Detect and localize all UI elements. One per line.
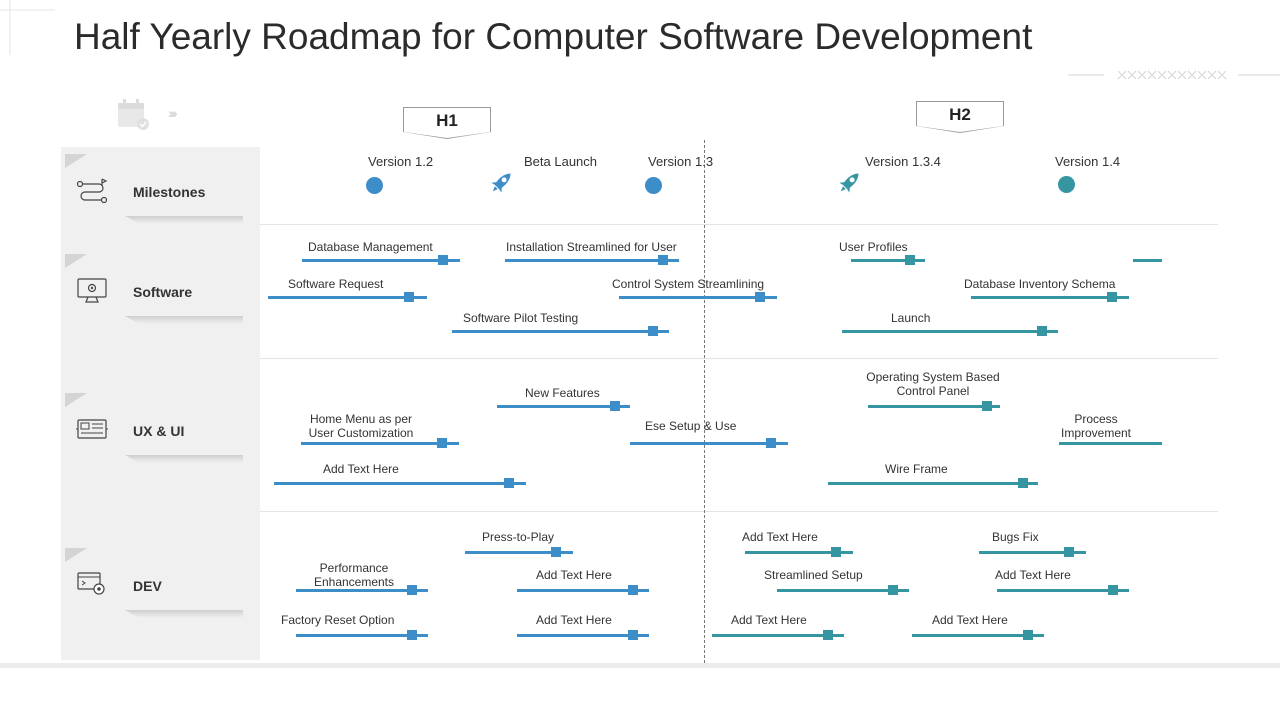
task-label: Add Text Here: [536, 613, 612, 627]
ui-layout-icon: [76, 419, 108, 439]
task-label: Database Management: [308, 240, 433, 254]
task-label: Operating System Based Control Panel: [858, 370, 1008, 398]
task-bar: [971, 292, 1129, 302]
milestone-dot: [366, 177, 383, 194]
task-bar: [296, 585, 428, 595]
task-bar: [997, 585, 1129, 595]
task-label-line: Operating System Based: [866, 370, 1000, 384]
row-divider: [260, 358, 1218, 359]
task-bar: [1133, 259, 1162, 262]
task-label: User Profiles: [839, 240, 908, 254]
task-bar: [979, 547, 1086, 557]
task-bar: [268, 292, 427, 302]
milestone-dot: [1058, 176, 1075, 193]
task-label: Bugs Fix: [992, 530, 1039, 544]
task-label: Add Text Here: [323, 462, 399, 476]
task-label: Add Text Here: [536, 568, 612, 582]
task-bar: [777, 585, 909, 595]
task-label: Installation Streamlined for User: [506, 240, 677, 254]
monitor-gear-icon: [77, 278, 107, 303]
category-label: Milestones: [133, 184, 206, 200]
milestone-label: Beta Launch: [524, 154, 598, 169]
task-label: Streamlined Setup: [764, 568, 863, 582]
category-dev: DEV: [61, 548, 260, 618]
task-bar: [465, 547, 573, 557]
task-label-line: Process: [1074, 412, 1118, 426]
task-label: Software Pilot Testing: [463, 311, 579, 325]
task-label: Performance Enhancements: [298, 561, 410, 589]
bottom-strip: [0, 663, 1280, 668]
h2-header: H2: [916, 101, 1004, 133]
category-label: Software: [133, 284, 193, 300]
task-label: Home Menu as per User Customization: [301, 412, 421, 440]
task-label: Add Text Here: [742, 530, 818, 544]
task-bar: [868, 401, 1000, 411]
category-panel: [61, 147, 260, 660]
task-label: Add Text Here: [995, 568, 1071, 582]
calendar-icon: [118, 99, 149, 130]
task-bar: [517, 630, 649, 640]
chevrons-icon: ››››: [168, 105, 178, 121]
task-label: Control System Streamlining: [612, 277, 765, 291]
rocket-icon: [839, 173, 859, 193]
task-label: Ese Setup & Use: [645, 419, 737, 433]
task-bar: [301, 438, 459, 448]
milestone-dot: [645, 177, 662, 194]
milestone-label: Version 1.2: [368, 154, 434, 169]
task-bar: [1059, 442, 1162, 445]
task-bar: [296, 630, 428, 640]
task-label-line: Performance: [319, 561, 389, 575]
task-bar: [842, 326, 1058, 336]
task-bar: [274, 478, 526, 488]
milestone-label: Version 1.4: [1055, 154, 1121, 169]
task-label: New Features: [525, 386, 600, 400]
task-label: Factory Reset Option: [281, 613, 395, 627]
task-label: Process Improvement: [1050, 412, 1142, 440]
category-milestones: Milestones: [61, 154, 260, 224]
mid-year-divider: [704, 140, 705, 668]
milestone-label: Version 1.3.4: [865, 154, 941, 169]
task-label: Launch: [891, 311, 931, 325]
task-label-line: User Customization: [308, 426, 414, 440]
corner-decoration: [0, 0, 55, 55]
task-bar: [851, 255, 925, 265]
task-label-line: Enhancements: [313, 575, 395, 589]
category-software: Software: [61, 254, 260, 324]
category-label: UX & UI: [133, 423, 185, 439]
task-label-line: Improvement: [1060, 426, 1132, 440]
task-label: Add Text Here: [731, 613, 807, 627]
route-icon: [76, 178, 108, 204]
task-label: Press-to-Play: [482, 530, 555, 544]
task-bar: [517, 585, 649, 595]
task-bar: [505, 255, 679, 265]
milestone-label: Version 1.3: [648, 154, 714, 169]
rocket-icon: [491, 173, 511, 193]
task-label: Database Inventory Schema: [964, 277, 1116, 291]
category-ux-ui: UX & UI: [61, 393, 260, 463]
task-bar: [745, 547, 853, 557]
x-pattern-decoration: [1068, 70, 1280, 80]
task-label: Add Text Here: [932, 613, 1008, 627]
row-divider: [260, 224, 1218, 225]
task-bar: [452, 326, 669, 336]
dev-settings-icon: [77, 572, 105, 595]
h1-header: H1: [403, 107, 491, 139]
task-bar: [302, 255, 460, 265]
task-bar: [912, 630, 1044, 640]
task-label-line: Home Menu as per: [309, 412, 413, 426]
task-bar: [497, 401, 630, 411]
task-label-line: Control Panel: [896, 384, 970, 398]
task-label: Wire Frame: [885, 462, 948, 476]
page-title: Half Yearly Roadmap for Computer Softwar…: [74, 16, 1033, 57]
task-bar: [619, 292, 777, 302]
task-bar: [828, 478, 1038, 488]
row-divider: [260, 511, 1218, 512]
task-bar: [630, 438, 788, 448]
task-bar: [712, 630, 844, 640]
category-label: DEV: [133, 578, 162, 594]
task-label: Software Request: [288, 277, 384, 291]
